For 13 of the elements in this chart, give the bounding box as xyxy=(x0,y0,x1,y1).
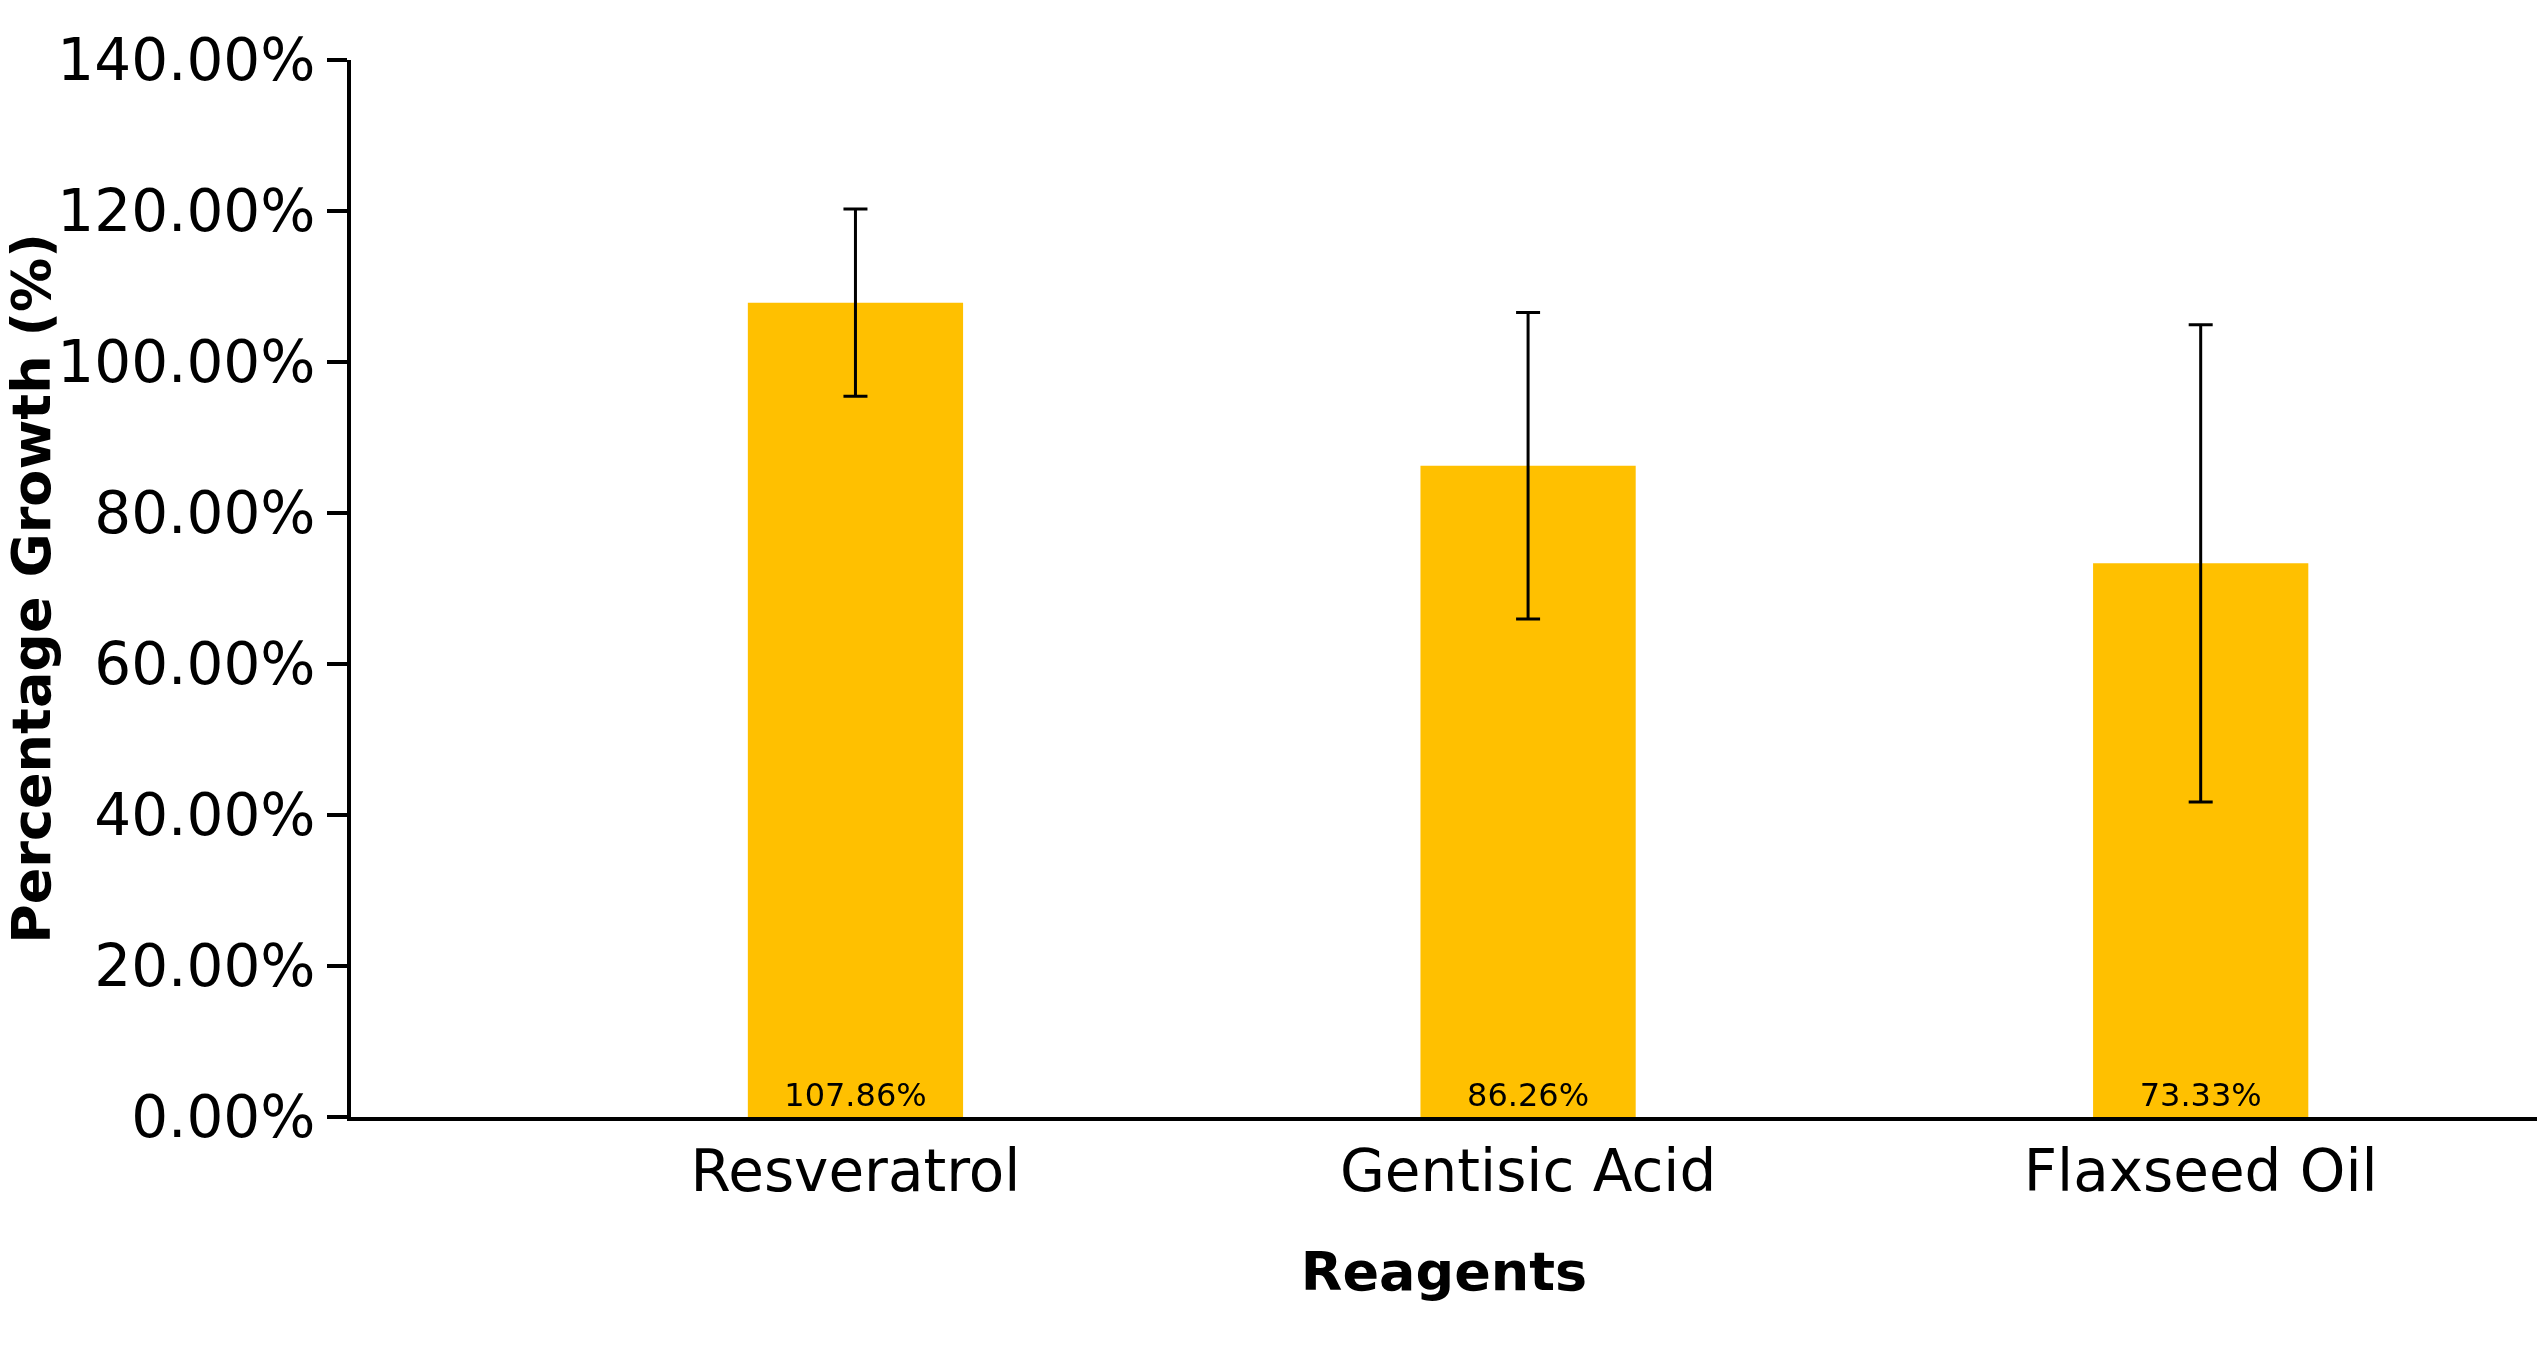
y-tick-label: 20.00% xyxy=(94,932,316,1001)
x-tick-label: Flaxseed Oil xyxy=(2023,1136,2378,1205)
y-tick-label: 40.00% xyxy=(94,781,316,850)
y-tick-label: 0.00% xyxy=(131,1083,316,1152)
x-tick-label: Resveratrol xyxy=(690,1136,1021,1205)
data-label: 86.26% xyxy=(1467,1076,1590,1114)
data-label: 73.33% xyxy=(2139,1076,2262,1114)
x-tick-label: Gentisic Acid xyxy=(1339,1136,1717,1205)
y-tick-label: 140.00% xyxy=(57,26,316,95)
data-label: 107.86% xyxy=(784,1076,927,1114)
y-tick-label: 60.00% xyxy=(94,630,316,699)
y-tick-label: 80.00% xyxy=(94,479,316,548)
x-axis-title: Reagents xyxy=(1300,1240,1588,1304)
